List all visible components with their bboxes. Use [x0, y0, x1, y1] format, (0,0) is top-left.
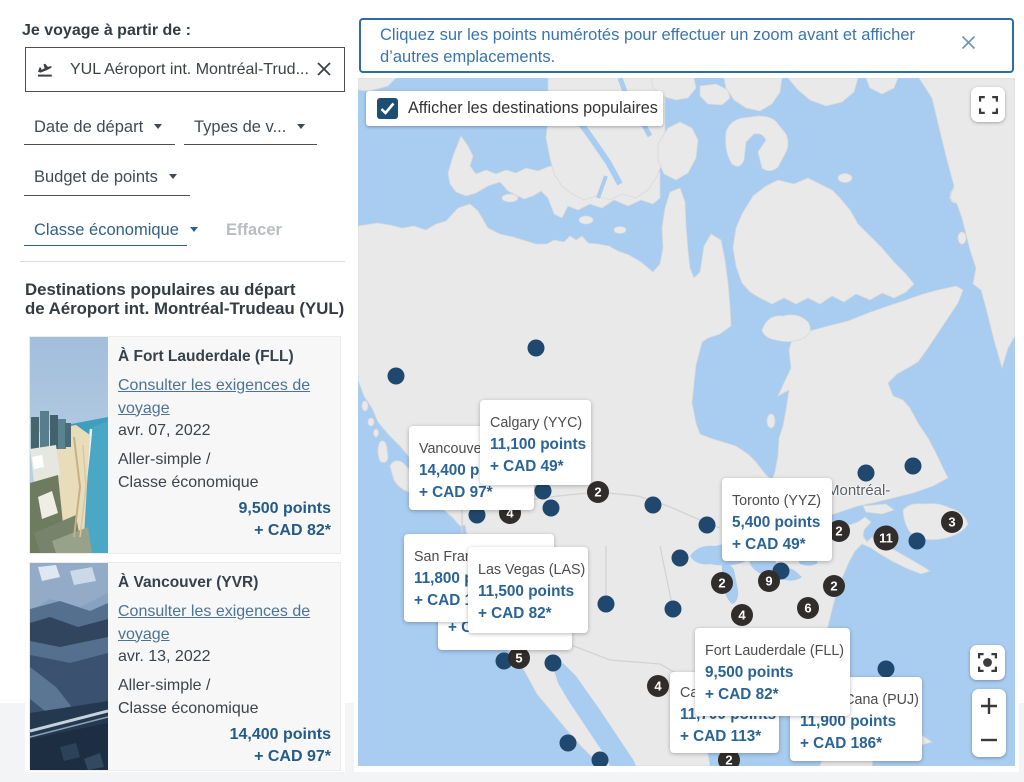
- svg-text:2: 2: [594, 485, 601, 500]
- svg-text:3: 3: [948, 515, 955, 530]
- svg-text:2: 2: [725, 753, 732, 766]
- svg-text:9: 9: [765, 574, 772, 589]
- svg-text:6: 6: [804, 601, 811, 616]
- svg-text:4: 4: [506, 506, 514, 521]
- svg-text:11: 11: [879, 531, 893, 546]
- svg-text:4: 4: [654, 679, 662, 694]
- svg-text:5: 5: [515, 651, 522, 666]
- svg-text:2: 2: [830, 579, 837, 594]
- svg-text:4: 4: [738, 608, 746, 623]
- svg-text:2: 2: [835, 524, 842, 539]
- svg-text:2: 2: [718, 576, 725, 591]
